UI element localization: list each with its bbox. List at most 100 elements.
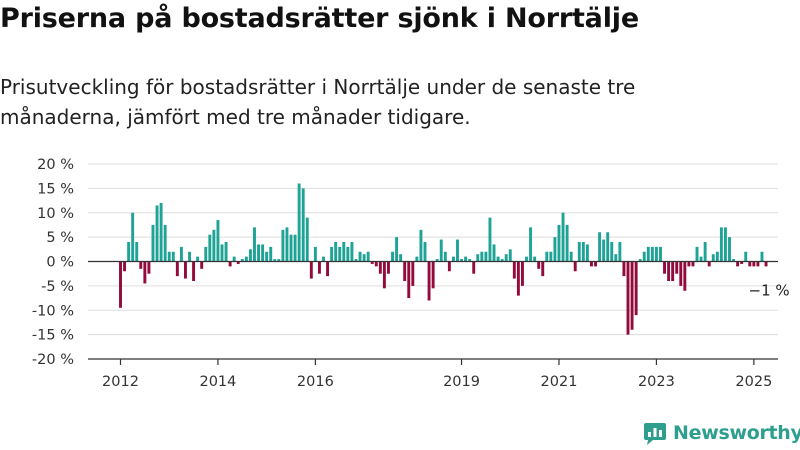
- bar: [447, 261, 451, 272]
- bar: [204, 246, 208, 262]
- bar: [269, 246, 273, 262]
- bar: [326, 261, 330, 277]
- bar: [216, 220, 220, 262]
- bar: [289, 234, 293, 262]
- bar: [598, 232, 602, 262]
- bar: [480, 251, 484, 262]
- bar: [525, 256, 528, 262]
- bar: [179, 246, 183, 262]
- bar: [553, 237, 557, 262]
- x-tick-label: 2016: [297, 374, 334, 390]
- bar: [500, 259, 504, 262]
- bar: [719, 227, 723, 262]
- bar: [468, 259, 472, 262]
- bar: [590, 261, 593, 267]
- bar: [744, 251, 748, 262]
- bar: [634, 261, 638, 316]
- bar: [504, 254, 508, 262]
- bar: [760, 251, 764, 262]
- bar: [654, 246, 658, 262]
- bar: [342, 242, 346, 262]
- bar: [740, 261, 744, 264]
- bar: [297, 183, 301, 262]
- bar: [184, 261, 187, 279]
- bar: [691, 261, 695, 267]
- bar: [561, 212, 565, 262]
- bar: [711, 254, 715, 262]
- bar: [460, 259, 463, 262]
- bars: [119, 183, 768, 335]
- bar: [415, 256, 419, 262]
- bar: [675, 261, 679, 274]
- bar: [723, 227, 727, 262]
- bar: [756, 261, 760, 267]
- bar: [456, 239, 459, 262]
- bar: [581, 242, 585, 262]
- bar: [293, 234, 297, 262]
- bar: [338, 246, 342, 262]
- bar: [476, 254, 480, 262]
- bar: [265, 251, 269, 262]
- bar: [439, 239, 443, 262]
- bar: [224, 242, 228, 262]
- bar: [285, 227, 289, 262]
- x-tick-label: 2023: [638, 374, 675, 390]
- bar: [610, 242, 614, 262]
- y-axis-labels: 20 % 15 % 10 % 5 % 0 % -5 % -10 % -15 % -20 %: [32, 157, 74, 368]
- bar: [382, 261, 386, 289]
- bar: [407, 261, 411, 299]
- bar: [752, 261, 756, 267]
- x-tick-label: 2021: [541, 374, 578, 390]
- newsworthy-logo: Newsworthy: [643, 420, 800, 446]
- bar: [123, 261, 127, 272]
- bar: [667, 261, 671, 281]
- bar: [277, 259, 281, 262]
- bar: [362, 254, 366, 262]
- bar: [638, 259, 642, 262]
- bar: [492, 244, 496, 262]
- bar: [395, 237, 399, 262]
- bar: [131, 212, 135, 262]
- bar: [630, 261, 634, 330]
- bar: [366, 251, 370, 262]
- x-tick-label: 2019: [443, 374, 480, 390]
- bar: [516, 261, 520, 296]
- y-tick-label: 5 %: [46, 230, 74, 246]
- x-tick-label: 2014: [199, 374, 236, 390]
- bar: [244, 256, 248, 262]
- bar: [650, 246, 654, 262]
- x-tick-label: 2012: [102, 374, 139, 390]
- bar: [573, 261, 577, 272]
- bar: [683, 261, 687, 291]
- chart-title: Priserna på bostadsrätter sjönk i Norrtä…: [0, 3, 639, 34]
- bar: [549, 251, 553, 262]
- bar: [423, 242, 427, 262]
- bar: [659, 246, 662, 262]
- bar: [387, 261, 390, 274]
- bar: [167, 251, 171, 262]
- bar: [715, 251, 719, 262]
- bar: [557, 224, 561, 262]
- annotation-label: −1 %: [749, 281, 790, 299]
- bar: [728, 237, 731, 262]
- bar: [273, 259, 277, 262]
- bar: [127, 242, 131, 262]
- bar: [147, 261, 151, 274]
- bar: [248, 249, 252, 262]
- bar: [699, 256, 703, 262]
- bar: [545, 251, 549, 262]
- bar: [602, 239, 606, 262]
- bar: [350, 242, 354, 262]
- bar: [537, 261, 541, 269]
- y-tick-label: 10 %: [37, 206, 74, 222]
- bar: [642, 251, 646, 262]
- bar: [313, 246, 317, 262]
- bar: [281, 229, 285, 262]
- bar: [419, 229, 423, 262]
- x-axis: 2012 2014 2016 2019 2021 2023 2025: [88, 260, 778, 390]
- bar: [520, 261, 524, 286]
- bar: [354, 259, 358, 262]
- bar: [175, 261, 179, 277]
- annotations: −1 %: [749, 281, 790, 299]
